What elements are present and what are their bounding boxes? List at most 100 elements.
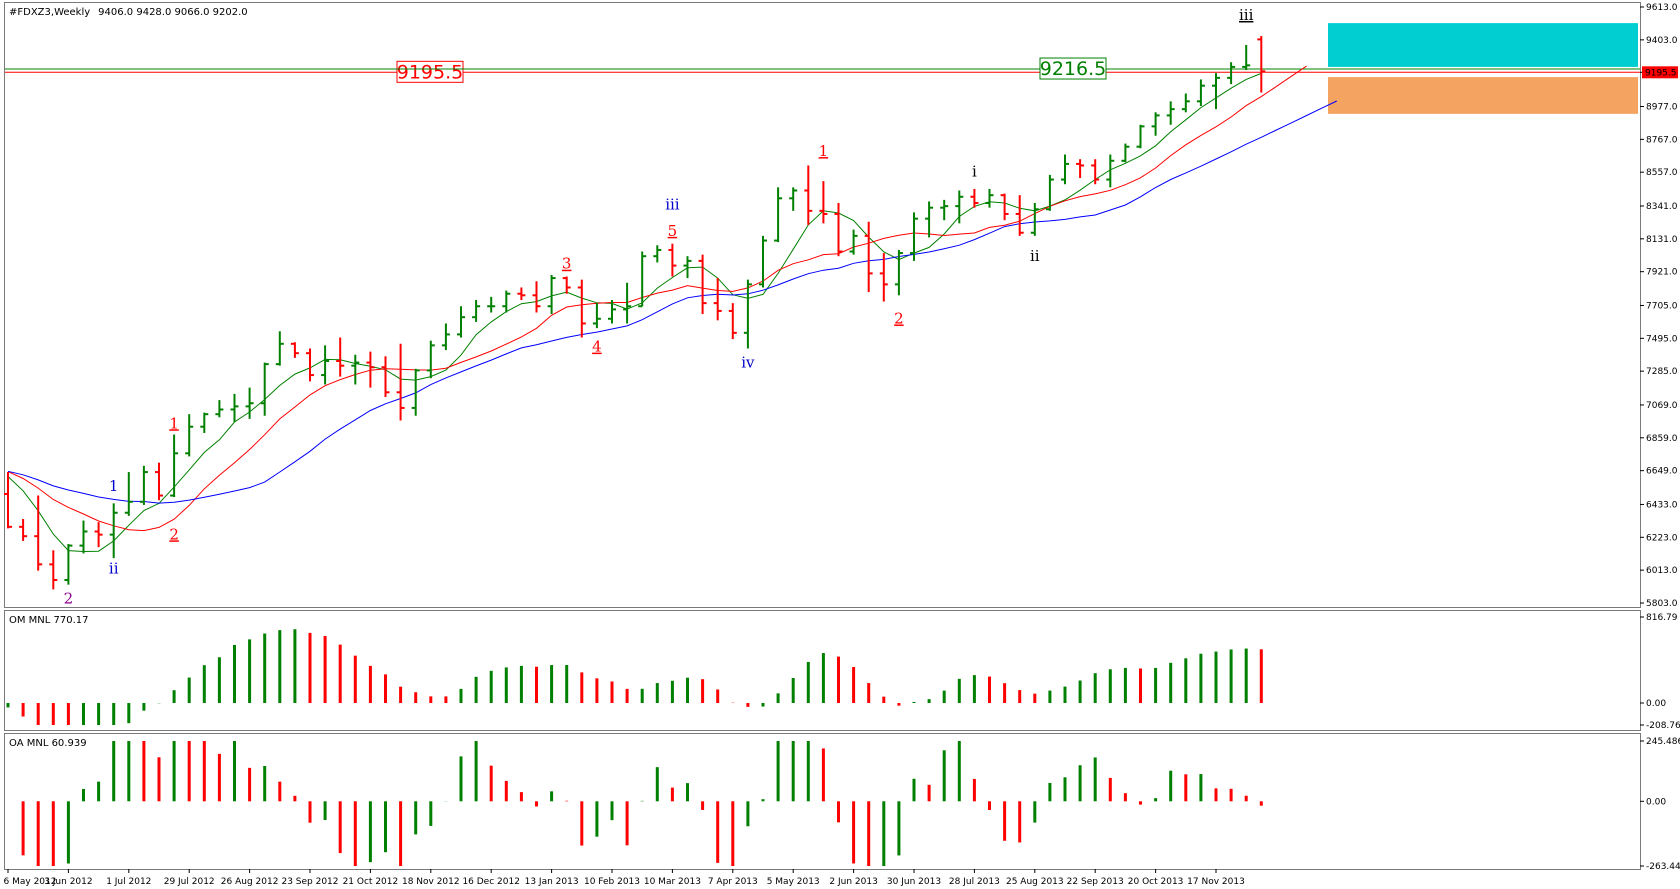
price-bar [230, 393, 239, 423]
price-bar [925, 201, 934, 238]
price-bar [834, 203, 843, 257]
price-bar [124, 472, 133, 516]
price-bar [1136, 124, 1145, 149]
price-bar [1181, 93, 1190, 113]
oa-histogram [21, 741, 1263, 866]
price-bar [789, 187, 798, 211]
x-tick-label: 6 May 2012 [4, 877, 57, 887]
y-tick-label: 8131.0 [1646, 235, 1678, 245]
price-bar [864, 221, 873, 293]
price-bar [1166, 101, 1175, 125]
wave-label: ii [1030, 247, 1040, 265]
price-bar [743, 279, 752, 349]
wave-label: iii [665, 195, 680, 213]
y-tick-label: 8767.0 [1646, 135, 1678, 145]
wave-label: 5 [668, 222, 678, 240]
price-bar [441, 323, 450, 351]
price-bar [608, 299, 616, 324]
cyan-zone [1328, 23, 1638, 67]
y-tick-label: 9195.5 [1645, 68, 1677, 78]
price-bar [155, 462, 163, 501]
x-tick-label: 17 Nov 2013 [1187, 877, 1245, 887]
x-tick-label: 2 Jun 2013 [829, 877, 877, 887]
price-bar [955, 190, 964, 224]
price-bar [109, 503, 118, 559]
ohlc-bars [4, 35, 1266, 590]
price-bar [34, 495, 43, 571]
price-bar [185, 414, 194, 457]
oa-title: OA MNL 60.939 [9, 738, 87, 749]
price-bar [170, 434, 179, 498]
price-bar [894, 249, 903, 296]
price-bar [1196, 79, 1205, 107]
wave-label: 1 [109, 477, 119, 495]
price-bar [638, 251, 647, 308]
wave-label: 4 [592, 338, 602, 356]
header-symbol: #FDXZ3,Weekly [9, 7, 90, 18]
price-bar [321, 345, 330, 385]
x-tick-label: 30 Jun 2013 [887, 877, 941, 887]
horizontal-lines[interactable]: 9195.5 9216.5 [5, 57, 1640, 83]
price-bar [275, 331, 284, 366]
price-bar [487, 296, 496, 313]
y-tick-label: -208.76 [1646, 721, 1680, 731]
price-bar [260, 362, 269, 416]
hline-label-1: 9195.5 [397, 61, 463, 83]
price-bar [290, 342, 299, 358]
chart-header: #FDXZ3,Weekly 9406.0 9428.0 9066.0 9202.0 [9, 7, 248, 18]
y-tick-label: 816.79 [1646, 613, 1678, 623]
orange-zone [1328, 77, 1638, 114]
price-bar [623, 282, 632, 324]
om-histogram [6, 629, 1263, 725]
price-bar [940, 199, 949, 221]
y-tick-label: 9403.0 [1646, 36, 1678, 46]
price-bar [728, 303, 737, 340]
price-bar [336, 337, 345, 377]
price-bar [1106, 154, 1115, 188]
x-tick-label: 20 Oct 2013 [1128, 877, 1184, 887]
price-bar [306, 348, 314, 382]
price-bar [49, 550, 58, 590]
x-tick-label: 5 May 2013 [767, 877, 820, 887]
wave-label: 3 [562, 255, 572, 273]
price-bar [396, 343, 405, 421]
price-bar [381, 356, 390, 397]
x-tick-label: 10 Mar 2013 [644, 877, 701, 887]
y-axis: 9613.0 9403.0 9195.5 8977.0 8767.0 8557.0 8341… [1640, 3, 1680, 872]
wave-label: 2 [64, 589, 74, 607]
price-bar [1227, 62, 1236, 85]
x-tick-label: 10 Feb 2013 [584, 877, 640, 887]
price-bar [819, 181, 828, 224]
x-tick-label: 13 Jan 2013 [525, 877, 579, 887]
x-tick-label: 21 Oct 2012 [343, 877, 399, 887]
price-bar [1091, 159, 1100, 185]
y-tick-label: 8557.0 [1646, 168, 1678, 178]
price-bar [79, 520, 88, 554]
price-bar [245, 387, 254, 419]
price-bar [472, 299, 481, 322]
header-ohlc: 9406.0 9428.0 9066.0 9202.0 [98, 7, 248, 18]
price-bar [1045, 174, 1054, 211]
price-bar [910, 212, 918, 261]
price-bar [970, 188, 979, 208]
y-tick-label: 245.486 [1646, 737, 1680, 747]
x-tick-label: 28 Jul 2013 [949, 877, 1000, 887]
price-bar [985, 188, 994, 208]
y-tick-label: 5803.0 [1646, 599, 1678, 609]
price-bar [19, 518, 28, 541]
wave-label: iv [741, 353, 755, 371]
x-tick-label: 1 Jul 2012 [106, 877, 151, 887]
price-bar [849, 229, 858, 255]
price-bar [713, 278, 722, 321]
y-tick-label: 7705.0 [1646, 301, 1678, 311]
hline-label-box-2 [1039, 57, 1107, 80]
y-tick-label: 8977.0 [1646, 102, 1678, 112]
y-tick-label: 0.00 [1646, 797, 1666, 807]
price-bar [517, 287, 526, 300]
x-tick-label: 16 Dec 2012 [462, 877, 520, 887]
price-bar [698, 254, 707, 315]
x-tick-label: 23 Sep 2012 [281, 877, 338, 887]
